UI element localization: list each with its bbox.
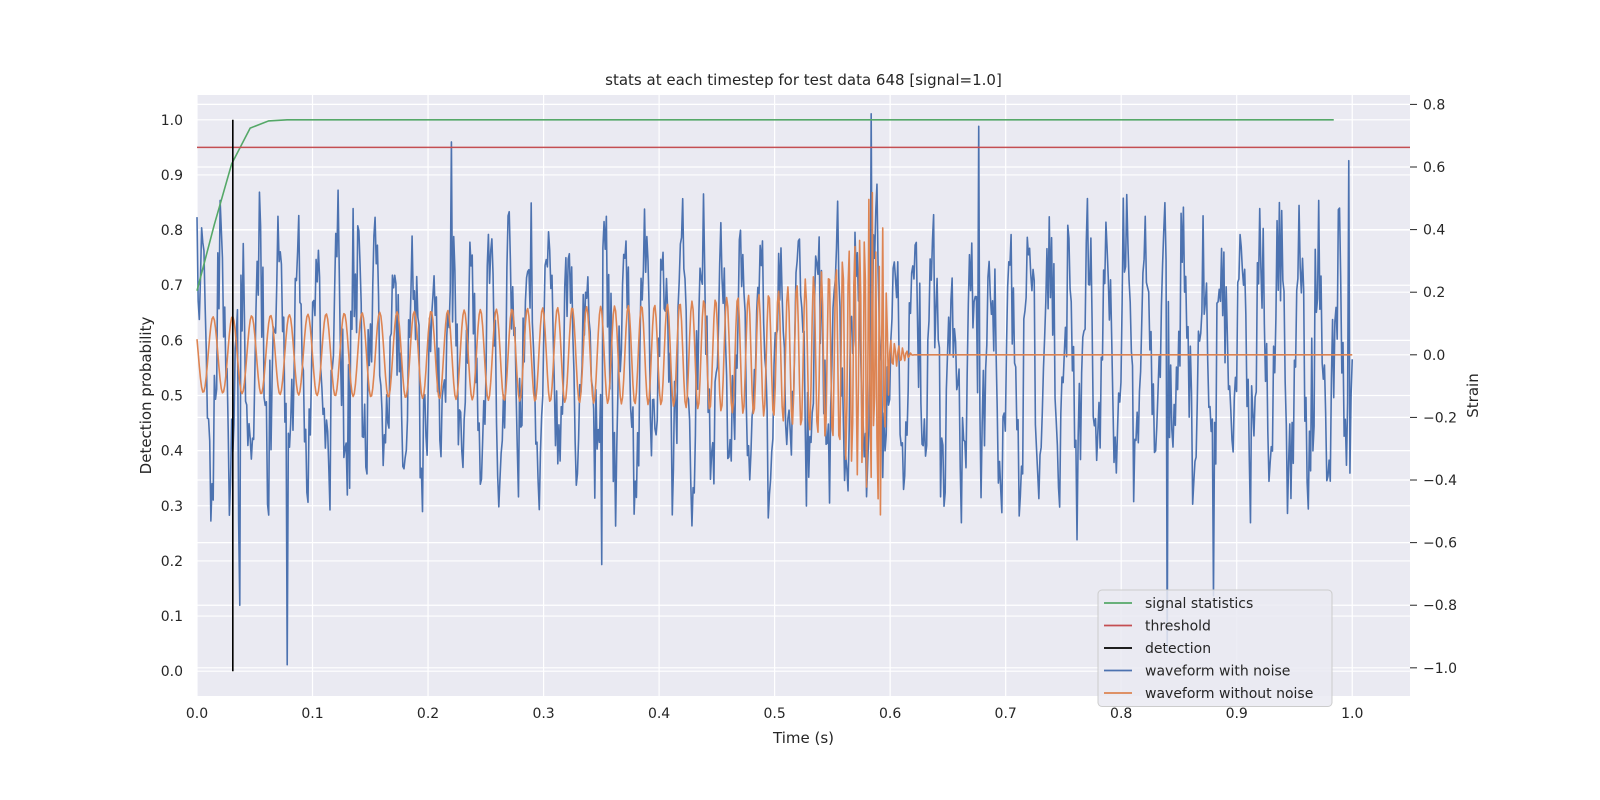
x-tick-label: 0.3 [532,706,554,722]
legend: signal statistics threshold detection wavef… [1097,589,1333,707]
series [196,112,1410,672]
y-tick-label: 0.7 [161,278,183,294]
y-tick-label: 0.4 [161,444,183,460]
y2-tick-label: −0.4 [1423,473,1457,489]
y-tick-label: 1.0 [161,113,183,129]
y2-tick-label: 0.4 [1423,223,1445,239]
y-tick-label: 0.3 [161,499,183,515]
axes: 0.0 0.1 0.2 0.3 0.4 0.5 0.6 0.7 0.8 0.9 1.0 0.0 0.1 0… [161,97,1457,722]
y2-tick-label: 0.2 [1423,285,1445,301]
legend-box [1097,589,1333,707]
y2-tick-label: −0.8 [1423,598,1457,614]
y2-tick-label: 0.0 [1423,348,1445,364]
series-signal-statistics [196,119,1334,291]
y2-tick-label: 0.6 [1423,160,1445,176]
y-tick-label: 0.9 [161,168,183,184]
chart-title: stats at each timestep for test data 648… [605,71,1002,89]
x-tick-label: 1.0 [1341,706,1363,722]
y-tick-label: 0.2 [161,554,183,570]
series-waveform-without-noise [196,191,1353,516]
x-tick-label: 0.5 [763,706,785,722]
x-tick-label: 0.6 [879,706,901,722]
x-tick-label: 0.7 [995,706,1017,722]
y2-axis-label: Strain [1464,373,1482,417]
legend-label: threshold [1145,619,1211,635]
y-tick-label: 0.0 [161,664,183,680]
x-tick-label: 0.2 [417,706,439,722]
y2-tick-label: −0.6 [1423,536,1457,552]
y-tick-label: 0.6 [161,333,183,349]
y-tick-label: 0.5 [161,389,183,405]
y-tick-label: 0.8 [161,223,183,239]
x-tick-label: 0.8 [1110,706,1132,722]
legend-label: waveform without noise [1145,686,1313,702]
legend-label: signal statistics [1145,596,1253,612]
legend-label: waveform with noise [1145,664,1290,680]
y2-tick-label: −1.0 [1423,661,1457,677]
x-axis-label: Time (s) [772,729,834,747]
x-tick-label: 0.1 [301,706,323,722]
x-tick-label: 0.9 [1226,706,1248,722]
y2-tick-label: 0.8 [1423,97,1445,113]
y-axis-label: Detection probability [137,317,155,475]
x-tick-label: 0.4 [648,706,670,722]
legend-label: detection [1145,641,1211,657]
y-tick-label: 0.1 [161,609,183,625]
x-tick-label: 0.0 [186,706,208,722]
y2-tick-label: −0.2 [1423,410,1457,426]
series-waveform-with-noise [196,112,1354,666]
